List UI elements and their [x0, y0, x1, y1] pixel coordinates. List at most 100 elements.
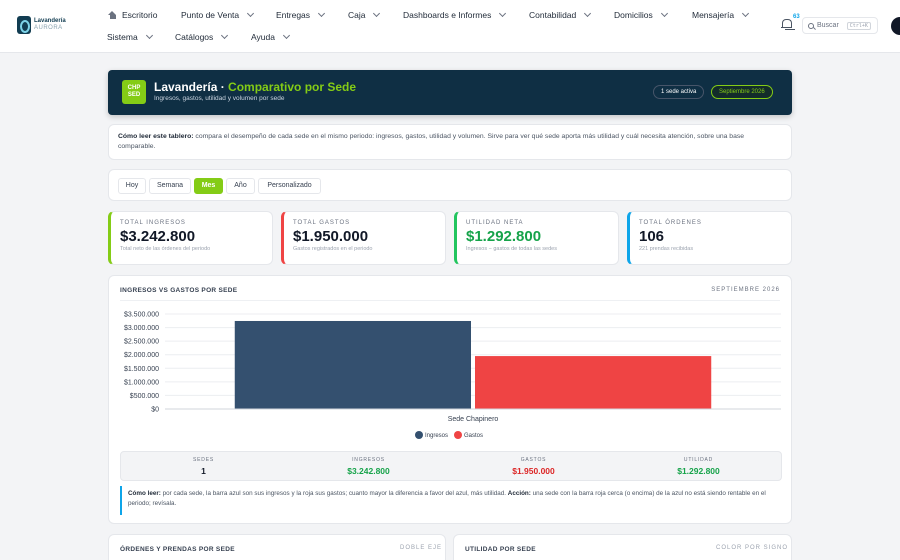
nav-item-domicilios[interactable]: Domicilios: [614, 9, 668, 20]
kpi-value: $1.950.000: [293, 228, 369, 245]
nav-item-punto-de-venta[interactable]: Punto de Venta: [181, 9, 255, 20]
how-to-read-card: Cómo leer este tablero: compara el desem…: [108, 124, 792, 160]
kpi-note: Gastos registrados en el periodo: [293, 246, 373, 252]
filter-personalizado[interactable]: Personalizado: [258, 178, 321, 194]
filter-semana[interactable]: Semana: [149, 178, 191, 194]
chart-period: Septiembre 2026: [711, 287, 780, 293]
nav-item-label: Domicilios: [614, 10, 653, 20]
chevron-down-icon: [282, 31, 290, 40]
bar-ingresos[interactable]: [234, 320, 471, 409]
home-icon: [108, 11, 117, 19]
bar-chart: $0 $500.000 $1.000.000 $1.500.000 $2.000.000…: [124, 312, 781, 423]
nav-item-label: Sistema: [107, 32, 138, 42]
y-tick-label: $0: [151, 407, 159, 414]
card-title: Utilidad por sede: [465, 546, 536, 553]
x-tick-label: Sede Chapinero: [448, 416, 499, 423]
app-logo[interactable]: Lavandería AURORA: [17, 16, 66, 34]
legend-label: Gastos: [464, 433, 484, 439]
summary-sedes: Sedes 1: [121, 457, 286, 476]
summary-gastos: Gastos $1.950.000: [451, 457, 616, 476]
nav-item-label: Punto de Venta: [181, 10, 240, 20]
nav-item-ayuda[interactable]: Ayuda: [251, 31, 290, 42]
nav-item-label: Caja: [348, 10, 366, 20]
nav-item-dashboards[interactable]: Dashboards e Informes: [403, 9, 507, 20]
kpi-label: Total Ingresos: [120, 220, 186, 226]
kpi-utilidad-neta: Utilidad Neta $1.292.800 Ingresos − gast…: [454, 211, 619, 265]
sede-badge: CHP SED: [122, 80, 146, 104]
howto-action-lead: Acción:: [507, 490, 531, 497]
notification-count: 63: [793, 14, 800, 20]
chevron-down-icon: [221, 31, 229, 40]
card-tag: Doble eje: [399, 545, 442, 551]
top-navigation: Lavandería AURORA Escritorio Punto de Ve…: [0, 0, 900, 53]
bar-gastos[interactable]: [475, 356, 712, 409]
nav-item-sistema[interactable]: Sistema: [107, 31, 153, 42]
legend-swatch: [415, 431, 423, 439]
period-filter-bar: Hoy Semana Mes Año Personalizado: [108, 169, 792, 201]
y-tick-label: $1.500.000: [124, 366, 159, 373]
nav-item-caja[interactable]: Caja: [348, 9, 381, 20]
logo-subtitle: AURORA: [34, 25, 63, 31]
page-title: Lavandería · Comparativo por Sede: [154, 80, 356, 94]
chevron-down-icon: [247, 9, 255, 18]
chevron-down-icon: [742, 9, 750, 18]
nav-item-label: Contabilidad: [529, 10, 577, 20]
nav-item-label: Catálogos: [175, 32, 214, 42]
summary-value: $1.292.800: [677, 466, 720, 476]
kpi-value: 106: [639, 228, 665, 245]
kpi-total-ordenes: Total Órdenes 106 221 prendas recibidas: [627, 211, 792, 265]
y-tick-label: $2.500.000: [124, 339, 159, 346]
chart-how-to-read: Cómo leer: por cada sede, la barra azul …: [120, 486, 782, 515]
howto-lead: Cómo leer:: [128, 490, 161, 497]
search-icon: [808, 22, 814, 29]
nav-item-escritorio[interactable]: Escritorio: [108, 10, 157, 20]
y-tick-label: $1.000.000: [124, 379, 159, 386]
nav-item-label: Escritorio: [122, 10, 158, 20]
kpi-label: Utilidad Neta: [466, 220, 524, 226]
chevron-down-icon: [373, 9, 381, 18]
howto-text: por cada sede, la barra azul son sus ing…: [160, 490, 508, 497]
filter-mes[interactable]: Mes: [194, 178, 223, 194]
ingresos-vs-gastos-card: Ingresos vs Gastos por Sede Septiembre 2…: [108, 275, 792, 524]
summary-value: $1.950.000: [512, 466, 555, 476]
card-tag: Color por signo: [715, 545, 788, 551]
kpi-total-gastos: Total Gastos $1.950.000 Gastos registrad…: [281, 211, 446, 265]
chart-summary: Sedes 1 Ingresos $3.242.800 Gastos $1.95…: [120, 451, 782, 481]
summary-label: Utilidad: [683, 457, 714, 463]
chart-title: Ingresos vs Gastos por Sede: [120, 287, 238, 294]
search-placeholder: Buscar: [817, 22, 839, 29]
chevron-down-icon: [317, 9, 326, 18]
legend-item-gastos[interactable]: Gastos: [454, 431, 483, 439]
ordenes-prendas-card: Órdenes y prendas por sede Doble eje: [108, 534, 446, 560]
nav-item-entregas[interactable]: Entregas: [276, 9, 326, 20]
avatar[interactable]: [891, 17, 900, 35]
nav-item-label: Ayuda: [251, 32, 275, 42]
summary-value: 1: [201, 466, 206, 476]
shortcut-hint: Ctrl+K: [846, 21, 871, 30]
filter-ano[interactable]: Año: [226, 178, 255, 194]
nav-item-catalogos[interactable]: Catálogos: [175, 31, 229, 42]
nav-item-mensajeria[interactable]: Mensajería: [692, 9, 750, 20]
y-tick-label: $3.000.000: [124, 325, 159, 332]
legend-item-ingresos[interactable]: Ingresos: [415, 431, 448, 439]
y-tick-label: $500.000: [130, 393, 159, 400]
kpi-note: Ingresos − gastos de todas las sedes: [466, 246, 557, 252]
search-input[interactable]: Buscar Ctrl+K: [802, 17, 878, 34]
chart-legend: Ingresos Gastos: [415, 431, 483, 439]
summary-label: Sedes: [193, 457, 214, 463]
divider: [120, 300, 780, 301]
summary-label: Gastos: [520, 457, 547, 463]
info-text: compara el desempeño de cada sede en el …: [118, 133, 745, 150]
kpi-label: Total Gastos: [293, 220, 351, 226]
filter-hoy[interactable]: Hoy: [118, 178, 146, 194]
period-pill: Septiembre 2026: [711, 85, 773, 99]
logo-name: Lavandería: [34, 18, 66, 24]
logo-icon: [17, 16, 31, 34]
nav-item-label: Dashboards e Informes: [403, 10, 492, 20]
bell-icon[interactable]: [781, 19, 792, 30]
legend-label: Ingresos: [425, 433, 449, 439]
howto-action-text: una sede con la barra roja cerca (o enci…: [128, 490, 766, 507]
nav-item-contabilidad[interactable]: Contabilidad: [529, 9, 592, 20]
summary-label: Ingresos: [352, 457, 385, 463]
page-header: CHP SED Lavandería · Comparativo por Sed…: [108, 70, 792, 115]
